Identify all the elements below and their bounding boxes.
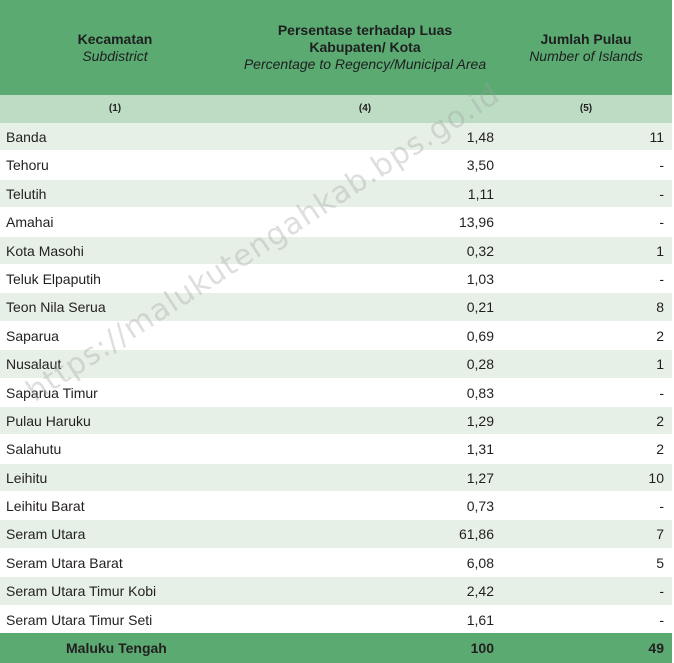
row-subdistrict: Seram Utara Barat (6, 554, 123, 571)
row-percentage: 1,61 (466, 611, 494, 628)
header-subdistrict-id: Kecamatan (77, 30, 153, 47)
row-percentage: 13,96 (458, 214, 494, 231)
row-islands: 7 (656, 526, 664, 543)
row-islands: 2 (656, 412, 664, 429)
row-percentage: 6,08 (466, 554, 494, 571)
header-subdistrict-en: Subdistrict (82, 47, 148, 64)
row-subdistrict: Seram Utara Timur Seti (6, 611, 153, 628)
table-row: Teluk Elpaputih 1,03 - (0, 264, 672, 294)
table-row: Kota Masohi 0,32 1 (0, 236, 672, 265)
table-row: Telutih 1,11 - (0, 179, 672, 209)
header-percentage-id: Persentase terhadap Luas Kabupaten/ Kota (277, 22, 453, 55)
row-islands: 1 (656, 242, 664, 259)
row-subdistrict: Amahai (6, 214, 54, 231)
table-row: Seram Utara Timur Seti 1,61 - (0, 605, 672, 635)
total-row: Maluku Tengah 100 49 (0, 633, 672, 663)
row-percentage: 3,50 (466, 157, 494, 174)
row-subdistrict: Teon Nila Serua (6, 299, 106, 316)
row-subdistrict: Saparua (6, 327, 59, 344)
row-islands: - (659, 384, 664, 401)
total-name: Maluku Tengah (66, 640, 167, 656)
row-percentage: 0,28 (466, 356, 494, 373)
row-subdistrict: Pulau Haruku (6, 412, 91, 429)
row-islands: 1 (656, 356, 664, 373)
table-row: Leihitu Barat 0,73 - (0, 492, 672, 521)
row-islands: 2 (656, 441, 664, 458)
header-islands: Jumlah Pulau Number of Islands (500, 0, 672, 95)
table-row: Saparua 0,69 2 (0, 321, 672, 351)
column-number-5: (5) (579, 103, 593, 114)
row-subdistrict: Banda (6, 129, 47, 145)
table-row: Nusalaut 0,28 1 (0, 350, 672, 379)
column-number-row: (1) (4) (5) (0, 95, 672, 123)
total-pct: 100 (470, 640, 494, 656)
header-islands-id: Jumlah Pulau (540, 30, 632, 47)
row-subdistrict: Salahutu (6, 441, 62, 458)
row-subdistrict: Teluk Elpaputih (6, 270, 101, 287)
header-islands-en: Number of Islands (529, 47, 643, 64)
row-percentage: 1,31 (466, 441, 494, 458)
row-percentage: 2,42 (466, 583, 494, 600)
row-subdistrict: Seram Utara Timur Kobi (6, 583, 157, 600)
row-percentage: 1,27 (466, 469, 494, 486)
row-percentage: 0,69 (466, 327, 494, 344)
table-row: Seram Utara Barat 6,08 5 (0, 548, 672, 578)
column-number-1: (1) (108, 103, 122, 114)
row-islands: 5 (656, 554, 664, 571)
row-percentage: 0,73 (466, 498, 494, 515)
total-islands: 49 (648, 640, 664, 656)
header-subdistrict: Kecamatan Subdistrict (0, 0, 230, 95)
row-percentage: 1,29 (466, 412, 494, 429)
row-subdistrict: Seram Utara (6, 526, 86, 543)
table-row: Banda 1,48 11 (0, 123, 672, 152)
row-subdistrict: Leihitu Barat (6, 498, 85, 515)
row-islands: - (659, 185, 664, 202)
row-islands: - (659, 498, 664, 515)
table-body: Banda 1,48 11 Tehoru 3,50- Telutih 1,11- Amahai… (0, 123, 672, 635)
table-row: Pulau Haruku 1,29 2 (0, 406, 672, 436)
column-number-4: (4) (358, 103, 372, 114)
row-islands: - (659, 157, 664, 174)
row-islands: 8 (656, 299, 664, 316)
row-subdistrict: Leihitu (6, 469, 48, 486)
row-islands: 2 (656, 327, 664, 344)
row-percentage: 1,03 (466, 270, 494, 287)
table-header: Kecamatan Subdistrict Persentase terhada… (0, 0, 672, 95)
row-percentage: 0,21 (466, 299, 494, 316)
table-row: Leihitu 1,27 10 (0, 463, 672, 493)
header-percentage-en: Percentage to Regency/Municipal Area (243, 56, 487, 72)
row-percentage: 0,32 (466, 242, 494, 259)
row-subdistrict: Saparua Timur (6, 384, 98, 401)
row-islands: - (659, 611, 664, 628)
row-islands: 10 (648, 469, 664, 486)
row-islands: - (659, 270, 664, 287)
row-percentage: 0,83 (466, 384, 494, 401)
row-percentage: 1,11 (467, 185, 494, 202)
row-islands: - (659, 214, 664, 231)
row-islands: 11 (649, 129, 664, 145)
table-row: Tehoru 3,50 - (0, 151, 672, 180)
row-subdistrict: Telutih (6, 185, 47, 202)
table-row: Teon Nila Serua 0,21 8 (0, 293, 672, 322)
table-row: Amahai 13,96 - (0, 208, 672, 237)
row-subdistrict: Nusalaut (6, 356, 62, 373)
table-row: Saparua Timur 0,83 - (0, 378, 672, 407)
row-percentage: 61,86 (458, 526, 494, 543)
table-row: Seram Utara Timur Kobi 2,42 - (0, 577, 672, 606)
table-row: Seram Utara 61,86 7 (0, 520, 672, 549)
header-percentage: Persentase terhadap Luas Kabupaten/ Kota… (230, 0, 500, 95)
row-subdistrict: Kota Masohi (6, 242, 84, 259)
table-row: Salahutu 1,31 2 (0, 435, 672, 464)
row-percentage: 1,48 (466, 129, 494, 145)
row-subdistrict: Tehoru (6, 157, 49, 174)
row-islands: - (659, 583, 664, 600)
